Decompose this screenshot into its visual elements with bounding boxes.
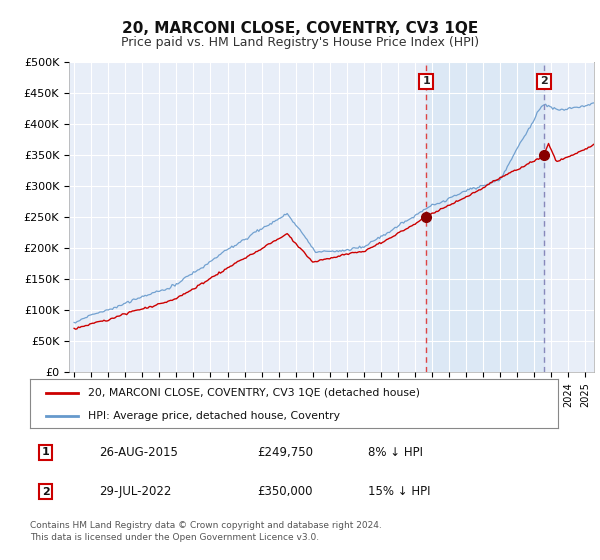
Text: 20, MARCONI CLOSE, COVENTRY, CV3 1QE: 20, MARCONI CLOSE, COVENTRY, CV3 1QE: [122, 21, 478, 36]
Text: HPI: Average price, detached house, Coventry: HPI: Average price, detached house, Cove…: [88, 411, 340, 421]
Text: 29-JUL-2022: 29-JUL-2022: [98, 485, 171, 498]
Text: 2: 2: [42, 487, 50, 497]
Text: 20, MARCONI CLOSE, COVENTRY, CV3 1QE (detached house): 20, MARCONI CLOSE, COVENTRY, CV3 1QE (de…: [88, 388, 420, 398]
Text: 1: 1: [42, 447, 50, 458]
Text: 1: 1: [422, 77, 430, 86]
Text: Price paid vs. HM Land Registry's House Price Index (HPI): Price paid vs. HM Land Registry's House …: [121, 36, 479, 49]
Text: 15% ↓ HPI: 15% ↓ HPI: [368, 485, 430, 498]
Text: £249,750: £249,750: [257, 446, 313, 459]
Text: 26-AUG-2015: 26-AUG-2015: [98, 446, 178, 459]
Text: 2: 2: [540, 77, 548, 86]
Text: 8% ↓ HPI: 8% ↓ HPI: [368, 446, 423, 459]
Bar: [426, 62, 544, 372]
Text: £350,000: £350,000: [257, 485, 313, 498]
Text: Contains HM Land Registry data © Crown copyright and database right 2024.
This d: Contains HM Land Registry data © Crown c…: [30, 521, 382, 542]
